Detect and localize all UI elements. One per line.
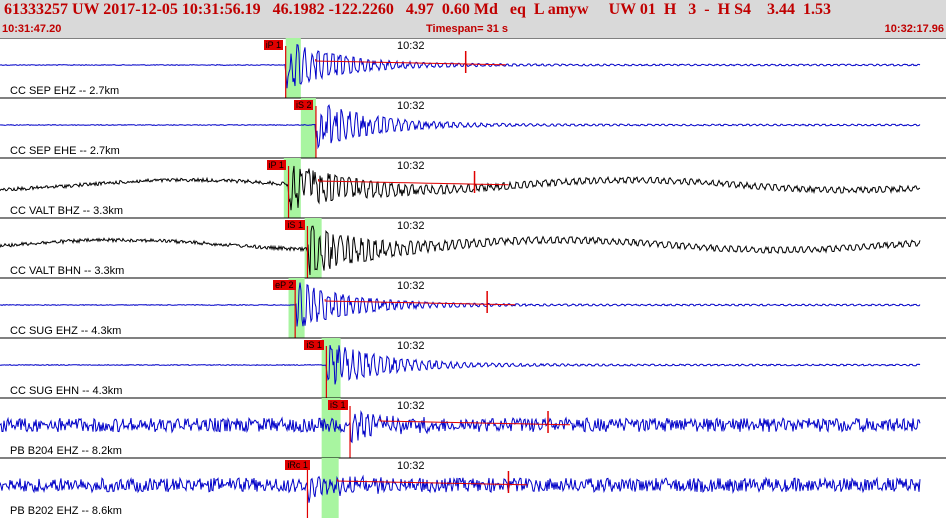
pick-tag[interactable]: eP 2	[273, 280, 296, 290]
start-time-label: 10:31:47.20	[2, 23, 62, 35]
coda-fit-line	[336, 479, 528, 486]
pick-window	[321, 458, 339, 518]
end-time-label: 10:32:17.96	[884, 23, 944, 35]
trace-label: CC VALT BHN -- 3.3km	[10, 265, 125, 277]
waveform-trace	[0, 282, 921, 327]
pick-window	[300, 98, 316, 158]
pick-tag[interactable]: iRc 1	[285, 460, 310, 470]
pick-tag[interactable]: iS 2	[293, 100, 314, 110]
pick-tag[interactable]: iP 1	[263, 40, 284, 50]
timespan-label: Timespan= 31 s	[426, 23, 509, 35]
waveform-trace	[0, 474, 921, 503]
seismogram-panel[interactable]: CC SEP EHZ -- 2.7km 10:32 iP 1 CC SEP EHE -…	[0, 38, 946, 520]
time-mark-label: 10:32	[397, 280, 425, 292]
waveform-trace	[0, 43, 921, 89]
event-header: 61333257 UW 2017-12-05 10:31:56.19 46.19…	[0, 0, 946, 38]
time-mark-label: 10:32	[397, 160, 425, 172]
trace-label: CC SEP EHZ -- 2.7km	[10, 85, 120, 97]
time-mark-label: 10:32	[397, 460, 425, 472]
coda-fit-line	[324, 299, 516, 306]
trace-label: PB B204 EHZ -- 8.2km	[10, 445, 122, 457]
trace-label: CC VALT BHZ -- 3.3km	[10, 205, 124, 217]
pick-tag[interactable]: iS 1	[304, 340, 324, 350]
pick-window	[285, 38, 301, 98]
coda-fit-line	[318, 179, 509, 186]
time-mark-label: 10:32	[397, 220, 425, 232]
pick-tag[interactable]: iS 1	[328, 400, 348, 410]
waveform-plot[interactable]	[0, 38, 946, 520]
time-mark-label: 10:32	[397, 100, 425, 112]
time-mark-label: 10:32	[397, 400, 425, 412]
waveform-trace	[0, 225, 921, 276]
trace-label: CC SUG EHN -- 4.3km	[10, 385, 123, 397]
trace-label: CC SEP EHE -- 2.7km	[10, 145, 120, 157]
coda-fit-line	[379, 419, 571, 426]
event-summary: 61333257 UW 2017-12-05 10:31:56.19 46.19…	[4, 1, 831, 18]
time-mark-label: 10:32	[397, 340, 425, 352]
trace-label: CC SUG EHZ -- 4.3km	[10, 325, 122, 337]
waveform-trace	[0, 344, 921, 385]
waveform-trace	[0, 104, 921, 150]
pick-tag[interactable]: iS 1	[285, 220, 305, 230]
pick-tag[interactable]: iP 1	[266, 160, 286, 170]
waveform-trace	[0, 409, 921, 444]
time-mark-label: 10:32	[397, 40, 425, 52]
pick-window	[321, 398, 341, 458]
pick-window	[321, 338, 341, 398]
waveform-trace	[0, 165, 921, 211]
coda-fit-line	[315, 59, 506, 66]
trace-label: PB B202 EHZ -- 8.6km	[10, 505, 122, 517]
